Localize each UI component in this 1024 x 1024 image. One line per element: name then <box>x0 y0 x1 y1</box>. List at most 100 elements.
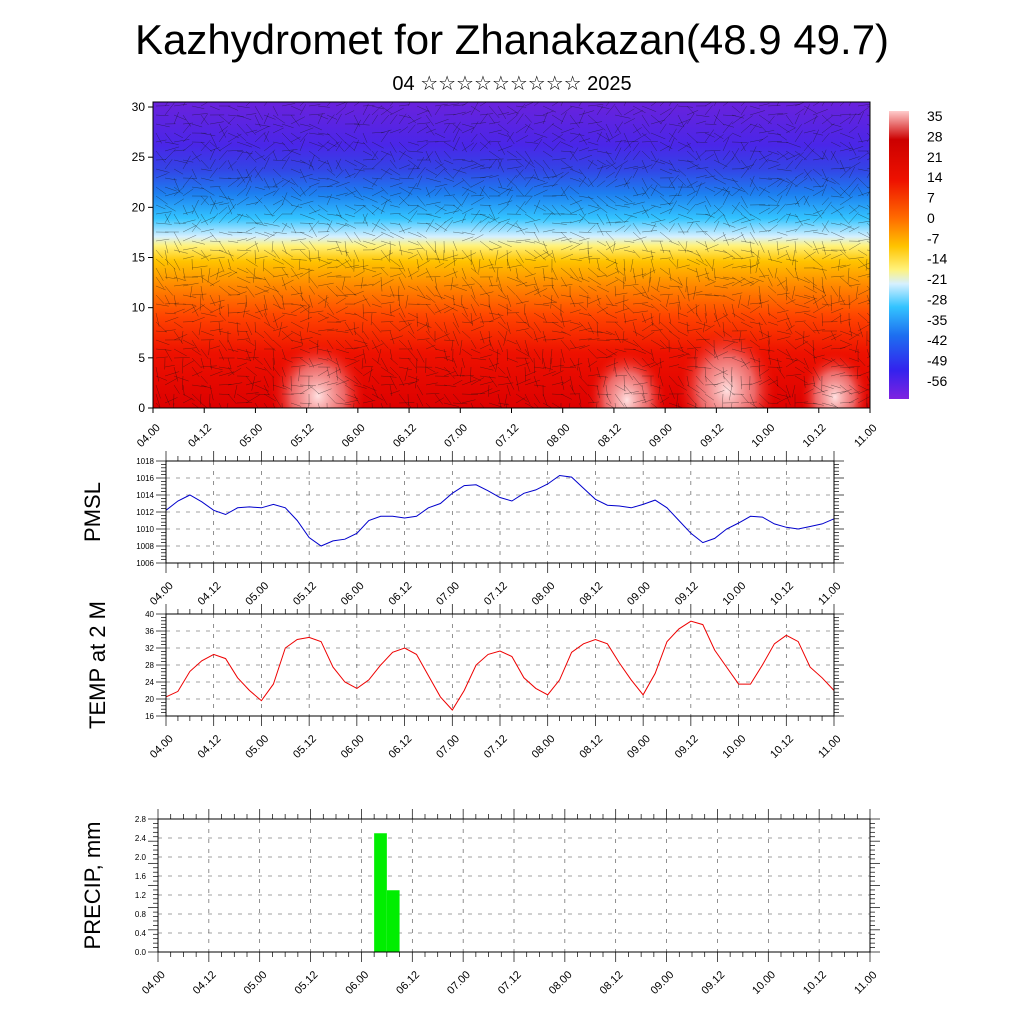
y-tick-label: 2.0 <box>135 853 147 862</box>
x-tick-label: 04.12 <box>196 733 224 761</box>
x-tick-label: 05.00 <box>237 422 265 450</box>
x-tick-label: 09.12 <box>673 580 701 608</box>
color-legend: 35 28 21 14 7 0 -7 -14 -21 -28 -35 -42 -49 -56 <box>889 108 947 399</box>
x-tick-label: 06.00 <box>339 733 367 761</box>
x-tick-label: 07.12 <box>493 422 521 450</box>
y-tick-label: 40 <box>145 610 154 619</box>
x-tick-label: 07.00 <box>445 969 473 997</box>
y-tick-label: 32 <box>145 644 154 653</box>
x-tick-label: 06.12 <box>394 969 422 997</box>
colorbar-label: -42 <box>927 332 947 348</box>
x-tick-label: 09.00 <box>648 969 676 997</box>
x-tick-label: 06.00 <box>343 969 371 997</box>
x-tick-label: 06.00 <box>339 580 367 608</box>
wind-barb-field <box>155 102 870 408</box>
x-tick-label: 04.00 <box>148 580 176 608</box>
y-tick-label: 1010 <box>136 525 154 534</box>
temperature-cross-section <box>152 101 871 409</box>
x-tick-label: 11.00 <box>852 969 879 996</box>
x-tick-label: 07.00 <box>434 580 462 608</box>
colorbar-label: 21 <box>927 149 943 165</box>
x-tick-label: 06.00 <box>340 422 368 450</box>
y-tick-label: 0.8 <box>135 910 147 919</box>
x-tick-label: 11.00 <box>852 422 879 449</box>
colorbar-label: 7 <box>927 190 935 206</box>
y-tick-label: 1014 <box>136 491 154 500</box>
y-tick-label: 20 <box>132 200 146 214</box>
x-tick-label: 08.12 <box>577 733 605 761</box>
data-line <box>165 620 835 711</box>
x-tick-label: 06.12 <box>386 733 414 761</box>
y-tick-label: 1008 <box>136 542 154 551</box>
x-tick-label: 09.00 <box>625 580 653 608</box>
y-tick-label: 28 <box>145 661 154 670</box>
x-tick-label: 08.00 <box>547 969 575 997</box>
colorbar-label: -14 <box>927 251 947 267</box>
y-tick-label: 0 <box>138 401 145 415</box>
x-tick-label: 04.12 <box>191 969 219 997</box>
temp-2m-panel: 16 20 24 28 32 36 40 04.00 04.12 05.00 05.12 06.00 0… <box>85 601 844 761</box>
data-line <box>165 474 835 547</box>
precip-bar <box>374 833 387 952</box>
y-tick-label: 1006 <box>136 559 154 568</box>
x-tick-label: 05.12 <box>291 733 319 761</box>
y-tick-label: 1018 <box>136 457 154 466</box>
chart-subtitle: 04 ☆☆☆☆☆☆☆☆☆ 2025 <box>392 73 632 95</box>
x-tick-label: 11.00 <box>816 580 843 607</box>
y-tick-label: 1.6 <box>135 872 147 881</box>
y-tick-label: 30 <box>132 100 146 114</box>
x-tick-label: 05.12 <box>289 422 317 450</box>
x-tick-label: 08.12 <box>598 969 626 997</box>
x-tick-label: 10.00 <box>720 580 748 608</box>
colorbar-label: -21 <box>927 271 947 287</box>
precip-bar <box>386 890 400 952</box>
x-tick-label: 08.00 <box>545 422 573 450</box>
x-tick-label: 10.00 <box>750 969 778 997</box>
x-tick-label: 10.00 <box>749 422 777 450</box>
chart-title: Kazhydromet for Zhanakazan(48.9 49.7) <box>134 16 890 63</box>
y-tick-label: 10 <box>132 301 146 315</box>
wind-barbs <box>155 102 870 408</box>
x-tick-label: 05.12 <box>291 580 319 608</box>
colorbar-label: 0 <box>927 210 935 226</box>
y-axis-title: PRECIP, mm <box>80 822 105 950</box>
y-tick-label: 2.4 <box>135 834 147 843</box>
y-tick-label: 2.8 <box>135 815 147 824</box>
y-tick-label: 1012 <box>136 508 154 517</box>
x-tick-label: 11.00 <box>816 733 843 760</box>
colorbar-label: -49 <box>927 353 947 369</box>
x-tick-label: 10.12 <box>801 969 829 997</box>
x-tick-label: 05.00 <box>242 969 270 997</box>
x-tick-label: 08.12 <box>596 422 624 450</box>
colorbar-label: 28 <box>927 128 943 144</box>
x-tick-label: 05.12 <box>292 969 320 997</box>
y-tick-label: 1016 <box>136 474 154 483</box>
x-tick-label: 10.00 <box>720 733 748 761</box>
x-tick-label: 06.12 <box>391 422 419 450</box>
pmsl-panel: 1006 1008 1010 1012 1014 1016 1018 04.00 04.12 05… <box>80 451 844 608</box>
x-tick-label: 10.12 <box>768 580 796 608</box>
x-tick-label: 09.12 <box>673 733 701 761</box>
y-axis-title: PMSL <box>80 482 105 542</box>
x-tick-label: 09.12 <box>698 422 726 450</box>
y-tick-label: 0.0 <box>135 948 147 957</box>
colorbar-label: 14 <box>927 169 943 185</box>
colorbar-label: -28 <box>927 291 947 307</box>
x-tick-label: 09.12 <box>699 969 727 997</box>
x-tick-label: 04.00 <box>148 733 176 761</box>
x-tick-label: 04.00 <box>140 969 168 997</box>
x-tick-label: 07.00 <box>442 422 470 450</box>
x-tick-label: 07.00 <box>434 733 462 761</box>
colorbar-label: -56 <box>927 373 947 389</box>
y-tick-label: 16 <box>145 712 154 721</box>
x-tick-label: 04.12 <box>186 422 214 450</box>
y-tick-label: 5 <box>138 351 145 365</box>
x-tick-label: 04.00 <box>135 422 163 450</box>
x-tick-label: 09.00 <box>625 733 653 761</box>
x-tick-label: 10.12 <box>768 733 796 761</box>
y-tick-label: 20 <box>145 695 154 704</box>
x-tick-label: 05.00 <box>243 733 271 761</box>
x-tick-label: 08.00 <box>530 733 558 761</box>
y-tick-label: 25 <box>132 150 146 164</box>
